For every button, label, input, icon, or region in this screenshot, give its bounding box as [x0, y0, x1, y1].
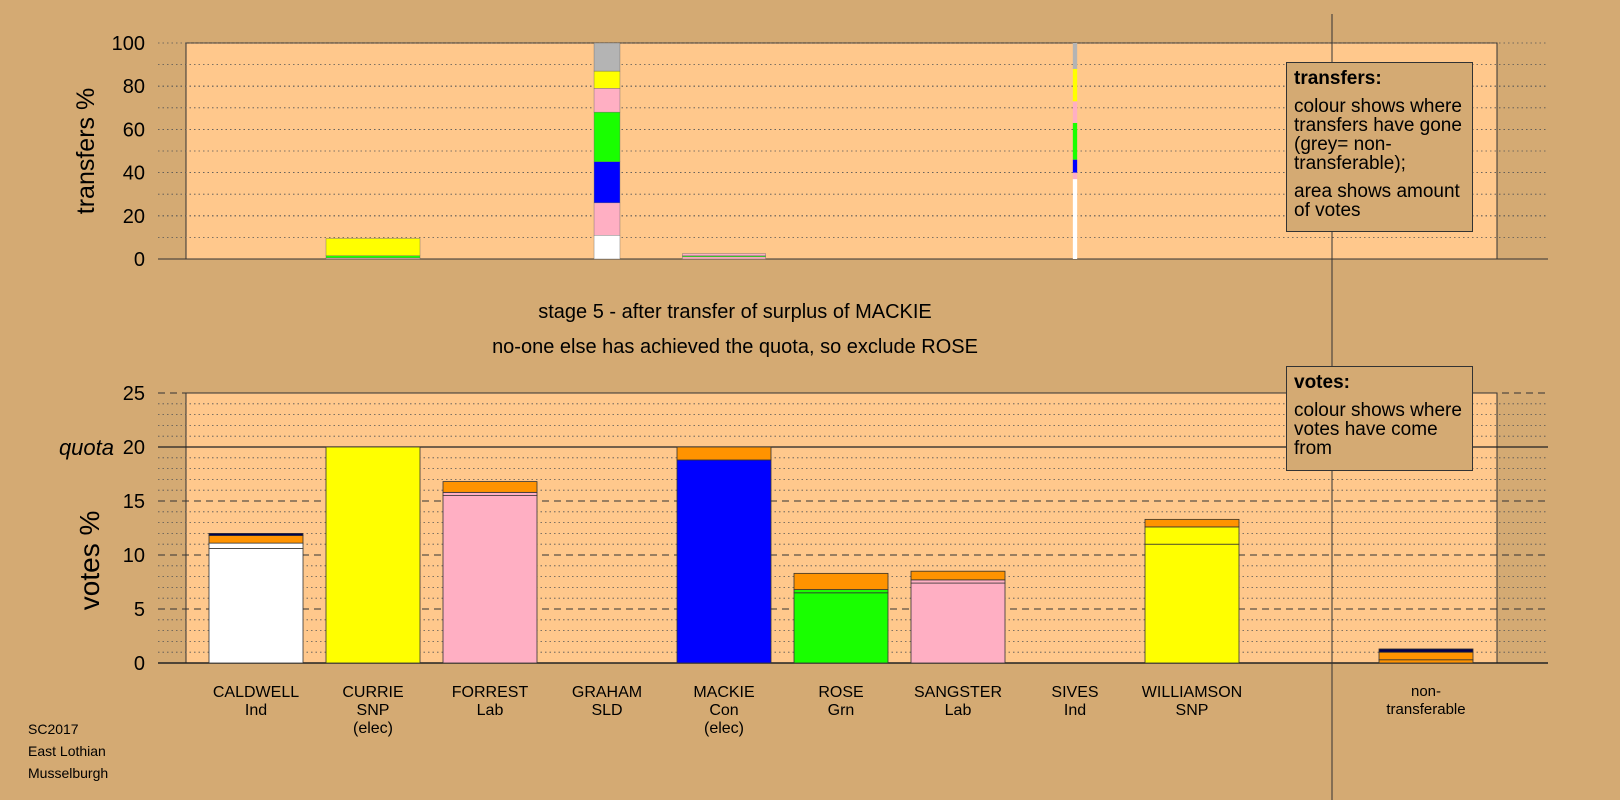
candidate-party: Grn: [828, 702, 855, 719]
vote-segment: [793, 592, 889, 664]
transfers-axis-label: transfers %: [72, 88, 100, 214]
nontransferable-label-2: transferable: [1386, 701, 1465, 718]
transfer-segment-caldwell: [1072, 179, 1078, 259]
transfers-tick-label: 80: [123, 76, 145, 98]
transfer-segment-williamson: [593, 70, 621, 89]
vote-segment: [676, 459, 772, 664]
transfers-legend-line2: area shows amount of votes: [1294, 181, 1460, 221]
votes-legend-title: votes:: [1294, 372, 1350, 393]
transfers-tick-label: 40: [123, 163, 145, 185]
footer: SC2017 East Lothian Musselburgh: [28, 718, 108, 784]
transfers-legend-title: transfers:: [1294, 68, 1382, 89]
votes-tick-label: 5: [134, 599, 145, 621]
transfer-segment-sangster: [1072, 101, 1078, 123]
transfers-tick-label: 0: [134, 249, 145, 271]
transfers-tick-label: 100: [112, 33, 145, 55]
transfer-segment-non-transferable: [593, 42, 621, 72]
transfer-segment-mackie: [1072, 159, 1078, 173]
transfer-segment-rose: [593, 111, 621, 163]
vote-segment: [442, 491, 538, 496]
vote-segment: [793, 589, 889, 594]
transfers-legend-line1: colour shows where transfers have gone (…: [1294, 96, 1462, 174]
transfer-segment-sangster: [593, 88, 621, 113]
vote-segment: [1378, 659, 1474, 664]
transfer-segment-sangster: [682, 253, 766, 256]
candidate-elected: (elec): [353, 720, 393, 737]
vote-segment: [910, 570, 1006, 581]
transfer-segment-rose: [325, 255, 421, 259]
transfer-segment-caldwell: [593, 235, 621, 260]
vote-segment: [442, 481, 538, 493]
candidate-party: Lab: [945, 702, 972, 719]
action-text: no-one else has achieved the quota, so e…: [492, 336, 978, 358]
votes-tick-label: 10: [123, 545, 145, 567]
votes-axis-label: votes %: [74, 511, 105, 611]
vote-segment: [1378, 651, 1474, 661]
transfers-legend: transfers: colour shows where transfers …: [1286, 62, 1473, 232]
vote-segment: [208, 542, 304, 549]
vote-segment: [1378, 648, 1474, 653]
votes-tick-label: 25: [123, 383, 145, 405]
candidate-party: Ind: [245, 702, 267, 719]
votes-legend: votes: colour shows where votes have com…: [1286, 366, 1473, 471]
votes-tick-label: 15: [123, 491, 145, 513]
candidate-name: WILLIAMSON: [1142, 684, 1242, 701]
transfer-segment-forrest: [682, 256, 766, 260]
vote-segment: [1144, 526, 1240, 545]
vote-segment: [325, 446, 421, 664]
votes-tick-label: 20: [123, 437, 145, 459]
vote-segment: [208, 548, 304, 664]
nontransferable-label-1: non-: [1411, 683, 1441, 700]
stage-text: stage 5 - after transfer of surplus of M…: [538, 301, 932, 323]
candidate-party: SNP: [1176, 702, 1209, 719]
candidate-name: ROSE: [818, 684, 863, 701]
candidate-name: FORREST: [452, 684, 529, 701]
footer-council: East Lothian: [28, 743, 106, 759]
vote-segment: [1144, 543, 1240, 664]
quota-label: quota: [59, 435, 114, 460]
candidate-name: GRAHAM: [572, 684, 642, 701]
candidate-party: Lab: [477, 702, 504, 719]
footer-year: SC2017: [28, 721, 79, 737]
transfers-tick-label: 20: [123, 206, 145, 228]
candidate-name: SIVES: [1051, 684, 1098, 701]
vote-segment: [442, 495, 538, 664]
transfer-segment-mackie: [593, 161, 621, 204]
vote-segment: [676, 446, 772, 461]
footer-ward: Musselburgh: [28, 765, 109, 781]
vote-segment: [793, 572, 889, 590]
transfer-segment-forrest: [593, 202, 621, 236]
transfers-panel: 0 20 40 60 80 100 transfers %: [72, 33, 1548, 271]
candidate-elected: (elec): [704, 720, 744, 737]
transfer-segment-rose: [1072, 122, 1078, 160]
candidate-party: Con: [709, 702, 738, 719]
transfer-segment-williamson: [325, 238, 421, 256]
vote-segment: [910, 579, 1006, 584]
candidate-name: MACKIE: [693, 684, 754, 701]
vote-segment: [208, 535, 304, 544]
transfers-tick-label: 60: [123, 119, 145, 141]
candidate-name: CALDWELL: [213, 684, 299, 701]
candidate-party: SNP: [357, 702, 390, 719]
candidate-name: CURRIE: [342, 684, 403, 701]
votes-tick-label: 0: [134, 653, 145, 675]
vote-segment: [208, 533, 304, 536]
candidate-party: SLD: [591, 702, 622, 719]
transfer-segment-williamson: [1072, 68, 1078, 102]
candidate-name: SANGSTER: [914, 684, 1002, 701]
transfer-segment-non-transferable: [1072, 43, 1078, 69]
transfer-segment-forrest: [1072, 172, 1078, 180]
candidate-party: Ind: [1064, 702, 1086, 719]
vote-segment: [1144, 518, 1240, 528]
vote-segment: [910, 582, 1006, 664]
votes-legend-line1: colour shows where votes have come from: [1294, 400, 1462, 459]
